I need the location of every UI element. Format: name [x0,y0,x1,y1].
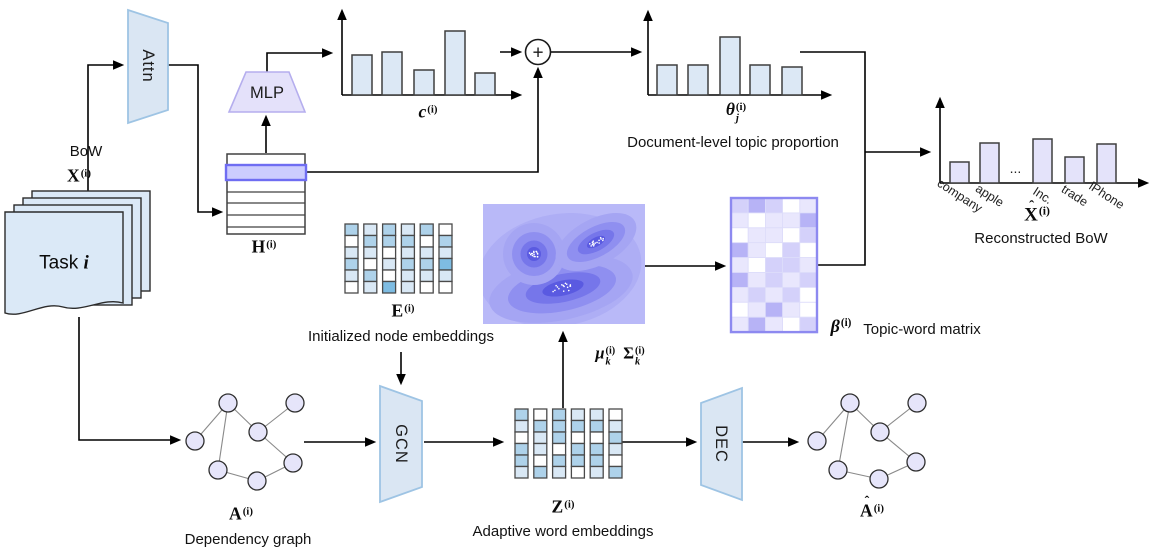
mlp-block-label: MLP [250,83,284,102]
adaptive-embeddings-grid [514,408,623,479]
mlp-block [227,71,307,113]
speckles-topright-blob [588,236,605,247]
topic-word-caption: Topic-word matrix [863,320,981,338]
task-label: Task i [39,252,89,274]
arrow-bow-to-attn [87,60,125,191]
svg-text:trade: trade [1059,182,1091,209]
attn-block-label: Attn [139,49,158,83]
h-matrix [224,153,308,235]
x-input-label: X (i) [67,165,91,186]
init-embed-caption: Initialized node embeddings [308,327,494,345]
mu-sigma-label: μ (i) k Σ (i) k [595,344,644,367]
bow-label: BoW [69,142,103,160]
svg-text:...: ... [1010,160,1022,176]
page-front [4,211,124,315]
reconstructed-graph [807,393,927,489]
plus-glyph: + [532,43,543,64]
h-highlighted-row [224,163,308,182]
gcn-block-label: GCN [392,424,411,464]
mu-label: μ (i) k [595,343,616,367]
connector-arrows [78,47,932,447]
x-hat-label: ˆ X (i) [1024,197,1050,226]
dec-block [700,386,743,502]
theta-label: θ (i) j [725,98,747,124]
speckles-left-blob [528,250,539,258]
sum-plus-icon: + [524,38,552,66]
dep-graph-caption: Dependency graph [184,530,312,548]
z-label: Z (i) [551,496,575,517]
arrow-task-to-graph [78,317,182,445]
reconstructed-caption: Reconstructed BoW [974,229,1108,247]
initialized-embeddings-grid [344,223,453,294]
c-label: c (i) [418,101,438,122]
arrow-mlp-to-c [266,48,334,72]
dependency-graph [185,393,305,491]
task-document-stack [4,190,151,315]
doc-topic-caption: Document-level topic proportion [627,133,839,151]
dec-block-label: DEC [712,425,731,463]
topic-word-matrix-grid [729,196,819,334]
e-label: E (i) [391,300,415,321]
speckles-bottom-blob [552,282,572,293]
a-hat-label: ˆ A (i) [860,494,884,521]
gcn-block [379,384,423,504]
gmm-contour-plot [483,204,645,324]
a-label: A (i) [229,503,253,524]
beta-label: β (i) [830,316,852,337]
arrow-attn-to-h [168,64,224,217]
h-label: H (i) [251,236,277,257]
topic-vector-chart-c [337,8,523,100]
arrow-hrow-to-sum [305,66,543,173]
sigma-label: Σ (i) k [623,343,645,367]
wire-theta-beta-join [800,51,866,266]
topic-proportion-chart-theta [643,9,833,100]
attn-block [127,8,169,125]
adaptive-embed-caption: Adaptive word embeddings [472,522,654,540]
svg-text:iPhone: iPhone [1087,179,1127,212]
